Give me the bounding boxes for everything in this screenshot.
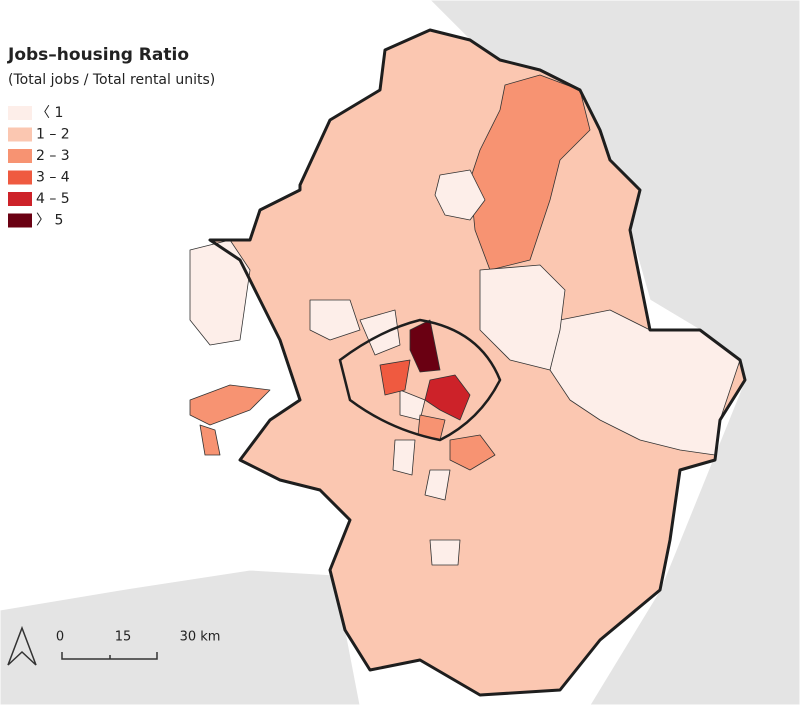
scale-label: 15 bbox=[115, 630, 132, 645]
district bbox=[434, 169, 486, 221]
legend-swatch bbox=[8, 192, 32, 206]
district bbox=[199, 424, 221, 456]
legend-label: 3 – 4 bbox=[36, 170, 70, 186]
legend-label: 〈 1 bbox=[36, 105, 63, 121]
district bbox=[479, 264, 566, 371]
seoul-outline bbox=[338, 318, 502, 442]
legend-label: 2 – 3 bbox=[36, 148, 70, 164]
legend-swatch bbox=[8, 213, 32, 228]
legend-subtitle: (Total jobs / Total rental units) bbox=[8, 72, 215, 88]
legend-swatch bbox=[8, 170, 32, 185]
scale-label: 30 km bbox=[180, 630, 221, 645]
legend-swatch bbox=[8, 149, 32, 163]
legend-swatch bbox=[8, 106, 32, 120]
legend-swatch bbox=[8, 127, 32, 142]
legend: 〈 1 1 – 2 2 – 3 3 – 4 4 – 5 〉 5 bbox=[8, 105, 70, 229]
district bbox=[309, 299, 361, 341]
district bbox=[429, 539, 461, 566]
legend-label: 〉 5 bbox=[36, 213, 63, 229]
district bbox=[189, 384, 271, 426]
district bbox=[379, 359, 411, 396]
district bbox=[409, 319, 441, 373]
legend-label: 4 – 5 bbox=[36, 191, 70, 207]
district bbox=[424, 374, 471, 421]
north-arrow-shape bbox=[7, 625, 37, 666]
province-outline bbox=[208, 28, 747, 697]
district bbox=[424, 469, 451, 501]
legend-title: Jobs–housing Ratio bbox=[7, 45, 189, 65]
legend-label: 1 – 2 bbox=[36, 127, 70, 143]
north-arrow bbox=[7, 625, 37, 666]
scale-bar bbox=[61, 652, 158, 660]
scale-bar-line bbox=[61, 652, 158, 660]
district bbox=[359, 309, 401, 356]
district bbox=[392, 439, 416, 476]
scale-label: 0 bbox=[56, 630, 64, 645]
district bbox=[449, 434, 496, 471]
